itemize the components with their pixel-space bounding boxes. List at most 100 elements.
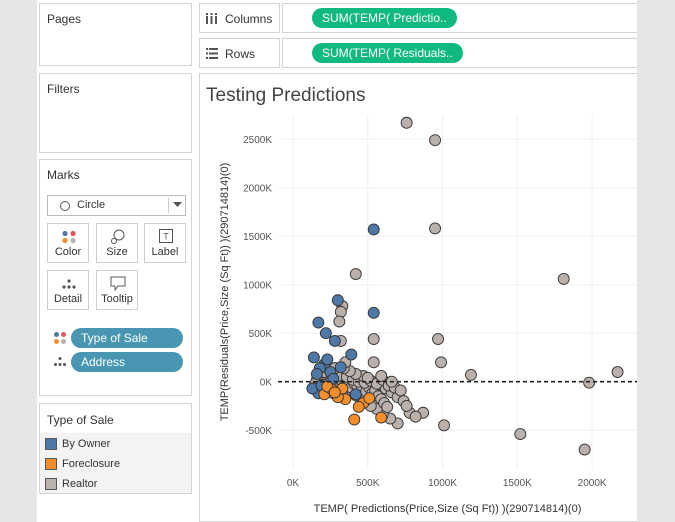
scatter-point[interactable] bbox=[333, 315, 346, 328]
y-tick-label: 0K bbox=[260, 378, 273, 389]
scatter-point[interactable] bbox=[583, 376, 596, 389]
color-field-label: Type of Sale bbox=[81, 331, 148, 345]
scatter-point[interactable] bbox=[321, 353, 334, 366]
rows-shelf[interactable]: SUM(TEMP( Residuals.. bbox=[282, 38, 637, 68]
scatter-point[interactable] bbox=[319, 327, 332, 340]
scatter-chart[interactable]: -500K 0K 500K 1000K 1500K 2000K 2500K 0K 500K 10… bbox=[199, 115, 637, 522]
columns-shelf[interactable]: SUM(TEMP( Predictio.. bbox=[282, 3, 637, 33]
legend-item[interactable]: Realtor bbox=[45, 476, 185, 492]
label-button-label: Label bbox=[151, 246, 179, 258]
scatter-point[interactable] bbox=[435, 356, 447, 369]
scatter-point[interactable] bbox=[361, 371, 374, 384]
scatter-point[interactable] bbox=[381, 400, 394, 413]
scatter-point[interactable] bbox=[334, 361, 347, 374]
scatter-point[interactable] bbox=[375, 369, 388, 382]
scatter-point[interactable] bbox=[514, 428, 527, 441]
filters-title: Filters bbox=[47, 82, 80, 96]
y-tick-label: 500K bbox=[249, 329, 273, 340]
dropdown-divider bbox=[168, 198, 169, 213]
detail-button[interactable]: Detail bbox=[47, 270, 89, 310]
scatter-point[interactable] bbox=[375, 411, 388, 424]
size-button[interactable]: Size bbox=[96, 223, 138, 263]
scatter-point[interactable] bbox=[409, 410, 422, 423]
legend-swatch bbox=[45, 458, 57, 470]
color-button-label: Color bbox=[54, 246, 82, 258]
legend-label: Foreclosure bbox=[62, 458, 121, 470]
scatter-point[interactable] bbox=[611, 366, 624, 378]
y-tick-label: -500K bbox=[245, 426, 272, 437]
color-icon bbox=[62, 230, 76, 244]
scatter-point[interactable] bbox=[363, 392, 376, 405]
detail-icon bbox=[54, 357, 66, 366]
y-tick-label: 2000K bbox=[243, 184, 272, 195]
x-tick-label: 0K bbox=[287, 478, 300, 489]
chevron-down-icon bbox=[173, 202, 182, 207]
y-axis-label: TEMP(Residuals(Price,Size (Sq Ft)) )(290… bbox=[219, 163, 231, 422]
x-axis-ticks: 0K 500K 1000K 1500K 2000K bbox=[287, 478, 607, 489]
data-points bbox=[306, 116, 624, 456]
scatter-point[interactable] bbox=[578, 443, 591, 456]
color-icon bbox=[54, 332, 66, 344]
legend-label: Realtor bbox=[62, 478, 98, 490]
scatter-point[interactable] bbox=[400, 116, 413, 129]
chart-title: Testing Predictions bbox=[206, 85, 366, 106]
scatter-point[interactable] bbox=[429, 134, 442, 147]
scatter-point[interactable] bbox=[328, 335, 341, 347]
pages-shelf[interactable]: Pages bbox=[39, 3, 192, 66]
legend-title: Type of Sale bbox=[47, 413, 114, 427]
x-tick-label: 1000K bbox=[428, 478, 457, 489]
legend-body bbox=[40, 433, 191, 493]
scatter-point[interactable] bbox=[432, 333, 445, 345]
columns-label: Columns bbox=[225, 12, 273, 26]
filters-shelf[interactable]: Filters bbox=[39, 73, 192, 153]
scatter-point[interactable] bbox=[349, 388, 362, 401]
scatter-point[interactable] bbox=[438, 419, 450, 432]
scatter-point[interactable] bbox=[312, 316, 325, 329]
y-tick-label: 1500K bbox=[243, 232, 272, 243]
scatter-point[interactable] bbox=[557, 272, 570, 285]
scatter-point[interactable] bbox=[394, 384, 407, 397]
columns-pill[interactable]: SUM(TEMP( Predictio.. bbox=[312, 8, 457, 28]
x-axis-label: TEMP( Predictions(Price,Size (Sq Ft)) )(… bbox=[314, 503, 582, 515]
scatter-point[interactable] bbox=[367, 356, 380, 369]
tooltip-button[interactable]: Tooltip bbox=[96, 270, 138, 310]
color-field-pill[interactable]: Type of Sale bbox=[71, 328, 183, 348]
size-button-label: Size bbox=[106, 246, 128, 258]
type-of-sale-legend: Type of Sale By Owner Foreclosure Realto… bbox=[39, 403, 192, 494]
y-tick-label: 1000K bbox=[243, 281, 272, 292]
scatter-point[interactable] bbox=[465, 368, 477, 381]
scatter-point[interactable] bbox=[352, 400, 365, 413]
scatter-point[interactable] bbox=[367, 306, 380, 319]
mark-type-dropdown[interactable]: Circle bbox=[47, 195, 186, 216]
scatter-point[interactable] bbox=[310, 368, 323, 380]
scatter-point[interactable] bbox=[349, 268, 362, 281]
detail-field-pill[interactable]: Address bbox=[71, 352, 183, 372]
scatter-point[interactable] bbox=[345, 348, 358, 361]
scatter-point[interactable] bbox=[307, 351, 320, 364]
x-tick-label: 2000K bbox=[578, 478, 607, 489]
svg-text:T: T bbox=[163, 232, 169, 242]
color-button[interactable]: Color bbox=[47, 223, 89, 263]
detail-field-label: Address bbox=[81, 355, 126, 369]
legend-item[interactable]: Foreclosure bbox=[45, 456, 185, 472]
tooltip-button-label: Tooltip bbox=[101, 293, 133, 305]
marks-card: Marks Circle Color Size T La bbox=[39, 159, 192, 396]
scatter-point[interactable] bbox=[400, 400, 413, 412]
scatter-point[interactable] bbox=[331, 294, 344, 307]
mark-type-label: Circle bbox=[77, 199, 106, 211]
text-label-icon: T bbox=[159, 229, 173, 243]
scatter-point[interactable] bbox=[429, 222, 442, 235]
scatter-point[interactable] bbox=[367, 223, 380, 236]
rows-shelf-header: Rows bbox=[199, 38, 280, 68]
rows-label: Rows bbox=[225, 47, 256, 61]
scatter-point[interactable] bbox=[367, 333, 380, 345]
legend-item[interactable]: By Owner bbox=[45, 436, 185, 452]
scatter-point[interactable] bbox=[334, 305, 347, 318]
x-tick-label: 500K bbox=[356, 478, 380, 489]
rows-pill[interactable]: SUM(TEMP( Residuals.. bbox=[312, 43, 463, 63]
marks-title: Marks bbox=[47, 168, 80, 182]
label-button[interactable]: T Label bbox=[144, 223, 186, 263]
pages-title: Pages bbox=[47, 12, 82, 26]
scatter-point[interactable] bbox=[328, 386, 341, 399]
scatter-point[interactable] bbox=[348, 413, 361, 426]
